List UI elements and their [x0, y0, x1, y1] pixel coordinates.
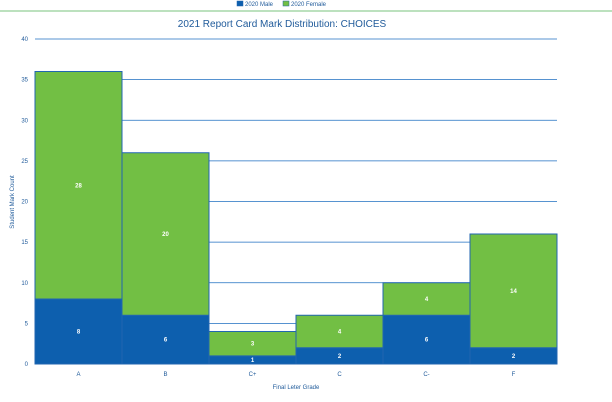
bar-female	[469, 233, 558, 349]
data-label: 1	[251, 358, 255, 364]
y-tick-label: 35	[21, 78, 28, 84]
chart-title: 2021 Report Card Mark Distribution: CHOI…	[178, 19, 387, 30]
y-tick-label: 20	[21, 200, 28, 206]
y-tick-label: 25	[21, 159, 28, 165]
x-tick-label: A	[76, 372, 80, 378]
bar-female	[121, 152, 210, 316]
legend: 2020 Male 2020 Female	[236, 0, 327, 8]
bars	[34, 71, 558, 365]
y-tick-label: 30	[21, 118, 28, 124]
legend-label: 2020 Male	[245, 2, 274, 8]
legend-label: 2020 Female	[291, 2, 327, 8]
data-label: 20	[162, 232, 169, 238]
y-tick-label: 10	[21, 281, 28, 287]
data-label: 3	[251, 342, 255, 348]
bar-female	[295, 314, 384, 349]
bar-female	[382, 282, 471, 316]
y-axis-ticks: 0 5 10 15 20 25 30 35 40	[21, 37, 28, 368]
data-label: 6	[164, 338, 168, 344]
y-tick-label: 5	[25, 321, 29, 327]
y-axis-title: Student Mark Count	[10, 175, 16, 229]
bar-male	[382, 314, 471, 365]
data-label: 2	[338, 354, 342, 360]
x-tick-label: C+	[249, 372, 257, 378]
x-axis-categories: A B C+ C C- F	[76, 372, 515, 378]
x-tick-label: C-	[423, 372, 429, 378]
data-label: 14	[510, 289, 517, 295]
data-labels: 8 28 6 20 1 3 2 4 6 4 2 14	[75, 183, 517, 364]
legend-swatch	[236, 0, 244, 7]
data-label: 4	[338, 330, 342, 336]
x-tick-label: B	[163, 372, 167, 378]
x-tick-label: C	[337, 372, 342, 378]
bar-male	[121, 314, 210, 365]
data-label: 6	[425, 338, 429, 344]
data-label: 2	[512, 354, 516, 360]
x-axis-title: Final Leter Grade	[273, 385, 320, 391]
legend-swatch	[282, 0, 290, 7]
bar-female	[34, 71, 123, 300]
y-tick-label: 15	[21, 240, 28, 246]
x-tick-label: F	[512, 372, 516, 378]
data-label: 28	[75, 183, 82, 189]
y-tick-label: 40	[21, 37, 28, 43]
data-label: 4	[425, 297, 429, 303]
data-label: 8	[77, 330, 81, 336]
y-tick-label: 0	[25, 362, 29, 368]
